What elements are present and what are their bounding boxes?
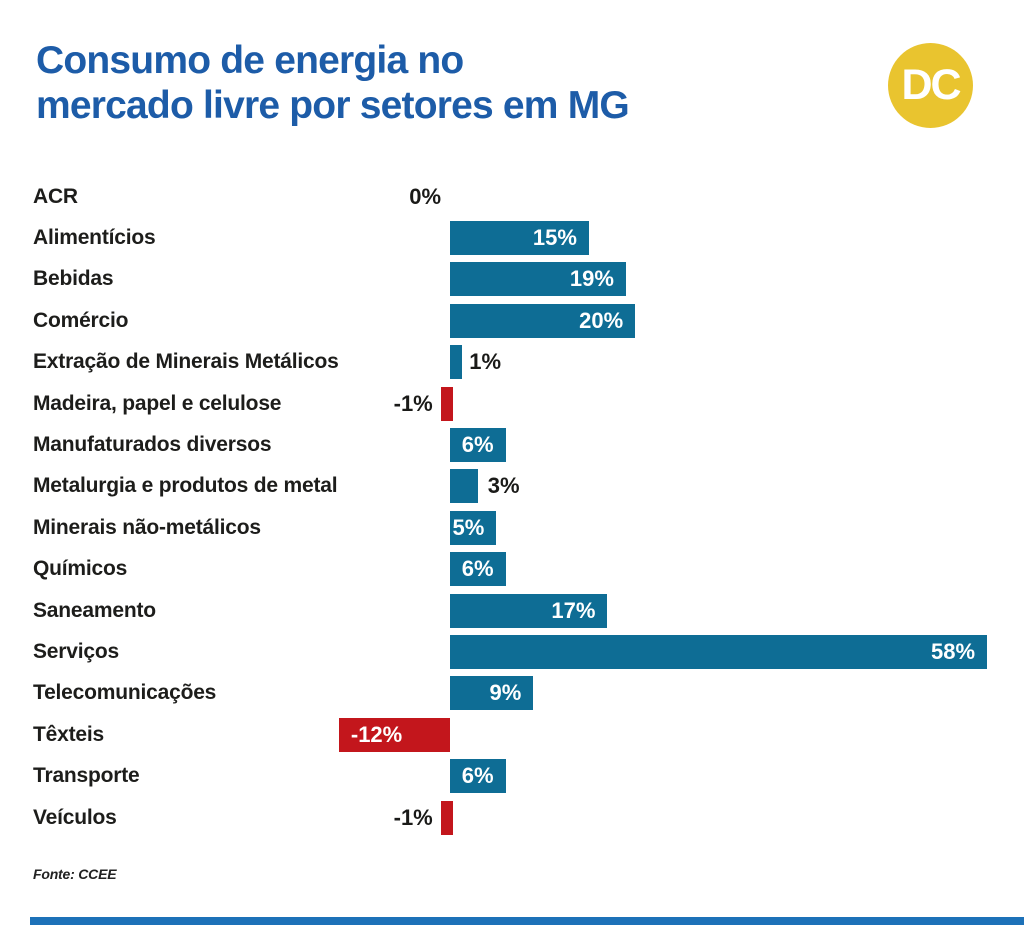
bar-value: 19% — [569, 266, 614, 292]
source-note: Fonte: CCEE — [33, 866, 117, 882]
bar-value: 15% — [532, 225, 577, 251]
bar-row: Madeira, papel e celulose -1% — [0, 383, 1024, 424]
category-label: ACR — [33, 184, 78, 208]
bar-value: 9% — [489, 680, 522, 706]
bar: 15% — [450, 221, 589, 256]
category-label: Metalurgia e produtos de metal — [33, 474, 338, 498]
bar-row: Minerais não-metálicos 5% — [0, 507, 1024, 548]
category-label: Madeira, papel e celulose — [33, 391, 282, 415]
bar-value: 0% — [409, 183, 441, 209]
bar-value: 5% — [452, 514, 485, 540]
bar: 17% — [450, 593, 608, 628]
bar-row: Manufaturados diversos 6% — [0, 424, 1024, 465]
bar-value: 20% — [579, 307, 624, 333]
bar: 6% — [450, 428, 506, 463]
category-label: Telecomunicações — [33, 681, 217, 705]
category-label: Alimentícios — [33, 226, 156, 250]
category-label: Minerais não-metálicos — [33, 515, 261, 539]
bar: 19% — [450, 262, 626, 297]
footer-rule — [30, 917, 1024, 925]
bar-row: Telecomunicações 9% — [0, 673, 1024, 714]
bar-value: 58% — [931, 638, 976, 664]
bar-row: Saneamento 17% — [0, 590, 1024, 631]
category-label: Comércio — [33, 308, 129, 332]
bar-row: Bebidas 19% — [0, 259, 1024, 300]
bar-value: 6% — [461, 556, 494, 582]
category-label: Têxteis — [33, 722, 104, 746]
category-label: Veículos — [33, 805, 117, 829]
category-label: Químicos — [33, 557, 128, 581]
bar-row: ACR 0% — [0, 176, 1024, 217]
bar-value: 6% — [461, 432, 494, 458]
bar-value: 6% — [461, 763, 494, 789]
bar-value: -12% — [350, 721, 403, 747]
bar-row: Alimentícios 15% — [0, 217, 1024, 258]
bar — [440, 386, 453, 421]
bar: 5% — [450, 510, 497, 545]
bar-row: Veículos -1% — [0, 797, 1024, 838]
bar-value: 3% — [487, 473, 520, 499]
category-label: Transporte — [33, 764, 140, 788]
bar: -12% — [338, 717, 450, 752]
category-label: Bebidas — [33, 267, 114, 291]
category-label: Serviços — [33, 639, 119, 663]
bar-value: 1% — [469, 349, 502, 375]
bar-row: Têxteis -12% — [0, 714, 1024, 755]
bar-value: -1% — [393, 390, 433, 416]
category-label: Manufaturados diversos — [33, 433, 272, 457]
bar — [440, 800, 453, 835]
bar-chart: ACR 0% Alimentícios 15% Bebidas 19% Comércio 20… — [0, 176, 1024, 838]
bar-value: -1% — [393, 804, 433, 830]
dc-logo-text: DC — [901, 61, 961, 109]
category-label: Saneamento — [33, 598, 156, 622]
bar-row: Comércio 20% — [0, 300, 1024, 341]
bar — [450, 469, 478, 504]
category-label: Extração de Minerais Metálicos — [33, 350, 339, 374]
bar — [450, 345, 462, 380]
bar: 20% — [450, 303, 636, 338]
bar-row: Transporte 6% — [0, 755, 1024, 796]
bar-row: Extração de Minerais Metálicos 1% — [0, 342, 1024, 383]
bar: 58% — [450, 634, 988, 669]
bar-row: Metalurgia e produtos de metal 3% — [0, 466, 1024, 507]
bar: 6% — [450, 552, 506, 587]
bar: 6% — [450, 759, 506, 794]
bar-row: Químicos 6% — [0, 549, 1024, 590]
chart-title-line1: Consumo de energia no — [36, 39, 464, 82]
chart-title: Consumo de energia no mercado livre por … — [36, 38, 630, 128]
chart-title-line2: mercado livre por setores em MG — [36, 84, 630, 127]
bar-row: Serviços 58% — [0, 631, 1024, 672]
dc-logo: DC — [888, 43, 973, 128]
bar-value: 17% — [551, 597, 596, 623]
bar: 9% — [450, 676, 534, 711]
